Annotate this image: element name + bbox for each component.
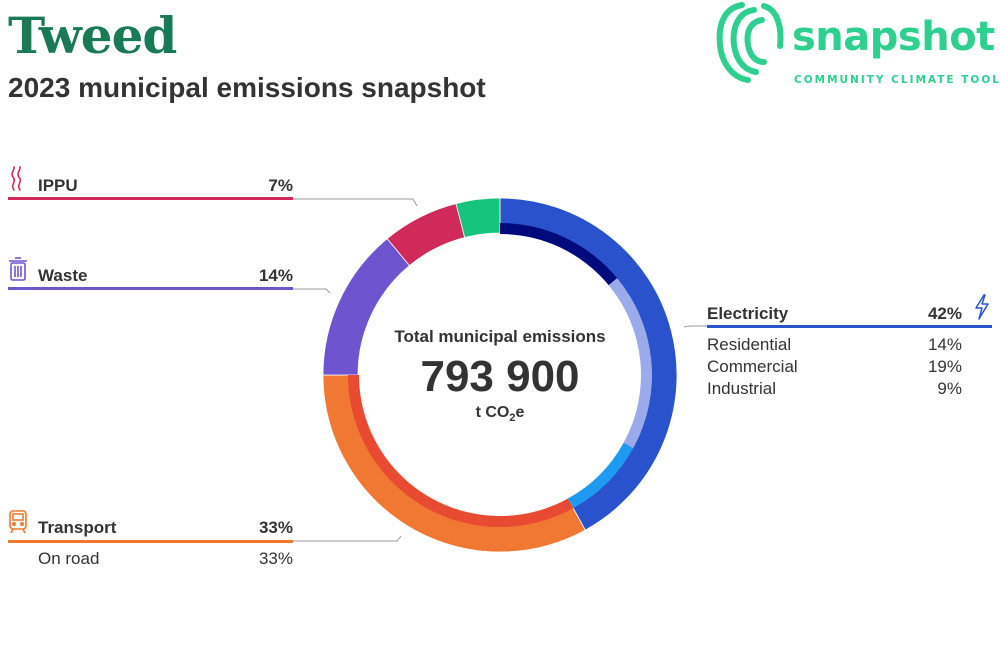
category-rule-transport [8,540,293,543]
leader-line-electricity [683,325,707,328]
donut-subsegment-industrial [567,442,634,509]
trash-icon [9,257,27,281]
donut-subsegment-on-road [348,375,574,527]
page-title: Tweed [8,6,177,65]
category-pct-electricity: 42% [927,304,962,323]
leader-line-waste [293,288,331,294]
smoke-icon [11,166,22,191]
category-rule-ippu [8,197,293,200]
leader-lines [293,198,707,542]
logo-tagline: COMMUNITY CLIMATE TOOL [794,74,1000,86]
logo-wordmark: snapshot [792,14,995,60]
subcategory-label-on-road: On road [38,549,100,568]
center-label: Total municipal emissions [394,327,606,346]
train-icon [9,510,27,534]
total-emissions-unit: t CO2e [475,404,525,425]
snapshot-logo: snapshot COMMUNITY CLIMATE TOOL [714,0,1000,90]
category-pct-ippu: 7% [268,176,293,195]
subcategory-label-commercial: Commercial [707,357,798,376]
category-label-waste: Waste [38,266,88,285]
subcategory-pct-on-road: 33% [258,549,293,568]
lightning-icon [975,294,989,320]
total-emissions-value: 793 900 [420,352,580,401]
subcategory-label-industrial: Industrial [707,379,776,398]
category-label-transport: Transport [38,518,117,537]
page-subtitle: 2023 municipal emissions snapshot [8,72,486,103]
donut-subsegment-commercial [608,278,652,449]
category-electricity: Electricity 42% [707,294,992,330]
subcategory-label-residential: Residential [707,335,792,354]
inner-ring [348,223,652,527]
category-pct-transport: 33% [258,518,293,537]
category-label-ippu: IPPU [38,176,78,195]
category-rule-waste [8,287,293,290]
category-rule-electricity [707,325,992,328]
subcategory-pct-residential: 14% [927,335,962,354]
category-pct-waste: 14% [258,266,293,285]
subcategory-pct-commercial: 19% [927,357,962,376]
snapshot-logo-mark [716,2,784,83]
category-waste: Waste 14% [8,256,293,292]
donut-subsegment-residential [500,223,618,286]
category-ippu: IPPU 7% [8,166,293,202]
category-label-electricity: Electricity [707,304,789,323]
category-transport: Transport 33% [8,508,293,544]
leader-line-ippu [293,198,418,207]
donut-segment-other [455,197,501,238]
leader-line-transport [293,535,402,542]
subcategory-pct-industrial: 9% [937,379,962,398]
